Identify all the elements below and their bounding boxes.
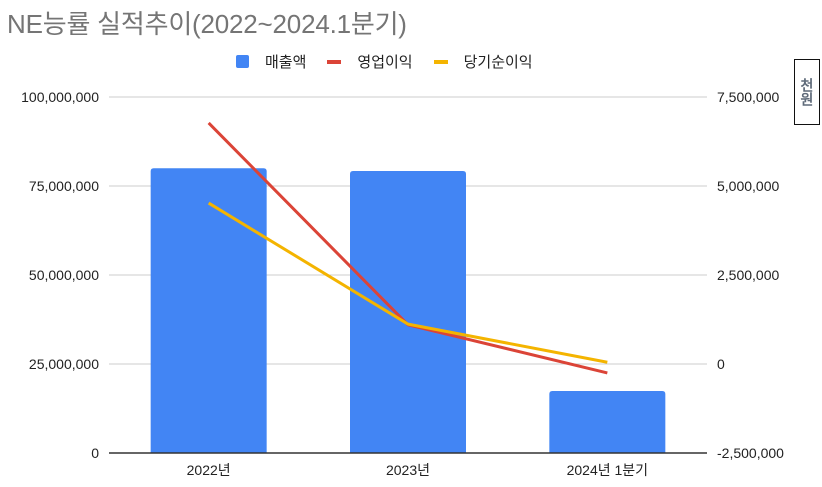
right-axis-tick-label: 7,500,000 [717,89,779,105]
legend-label-operating-profit: 영업이익 [357,54,413,71]
legend: 매출액 영업이익 당기순이익 [236,51,554,72]
right-axis-unit-label: 천원 [799,78,815,106]
left-axis-tick-label: 25,000,000 [29,356,99,372]
x-axis-tick-label: 2024년 1분기 [567,462,648,478]
bar-revenue [150,168,267,453]
legend-swatch-net-income [433,59,448,64]
left-axis-tick-label: 100,000,000 [21,89,99,105]
right-axis-unit-box: 천원 [794,59,820,125]
line-series [207,201,608,364]
bar-revenue [549,391,666,453]
left-axis-tick-label: 75,000,000 [29,178,99,194]
right-axis-tick-label: 0 [717,356,725,372]
legend-label-net-income: 당기순이익 [463,54,533,71]
legend-item-net-income[interactable]: 당기순이익 [433,51,533,72]
legend-item-operating-profit[interactable]: 영업이익 [327,51,413,72]
legend-swatch-revenue [236,55,249,68]
left-axis-tick-label: 0 [91,445,99,461]
legend-item-revenue[interactable]: 매출액 [236,51,306,72]
right-axis-tick-label: 2,500,000 [717,267,779,283]
chart-title: NE능률 실적추이(2022~2024.1분기) [7,9,407,39]
legend-label-revenue: 매출액 [265,54,307,71]
bar-revenue [350,171,466,453]
legend-swatch-operating-profit [327,59,342,64]
x-axis-tick-label: 2023년 [386,462,430,478]
left-axis-tick-label: 50,000,000 [29,267,99,283]
right-axis-tick-label: 5,000,000 [717,178,779,194]
right-axis-tick-label: -2,500,000 [717,445,784,461]
x-axis-tick-label: 2022년 [187,462,231,478]
